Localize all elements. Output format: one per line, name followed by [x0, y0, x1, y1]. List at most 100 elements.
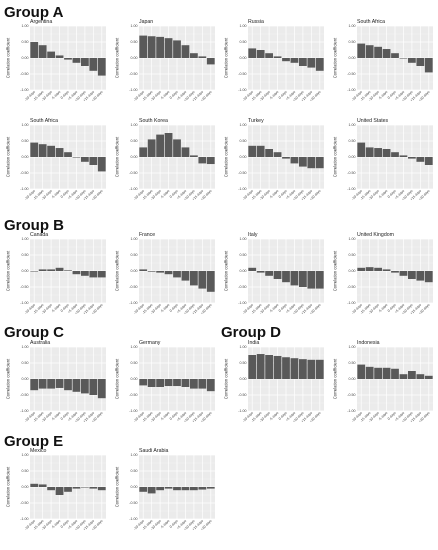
y-tick-label: 1.00 [349, 24, 356, 28]
group-d-label: Group D [221, 324, 281, 341]
bar [273, 355, 282, 379]
bar [89, 58, 98, 71]
x-tick-label: -5 days [160, 303, 171, 314]
bar [282, 271, 290, 283]
chart-panel: France-1.00-0.500.000.501.00-20 days-15 … [115, 232, 215, 316]
x-tick-label: -5 days [269, 90, 280, 101]
bar [30, 483, 39, 487]
y-tick-label: -0.50 [129, 393, 137, 397]
bar [357, 364, 366, 379]
bar [290, 157, 299, 164]
bar [164, 487, 173, 489]
y-tick-label: 0.00 [240, 56, 247, 60]
y-axis-label: Correlation coefficient [224, 37, 229, 78]
bar [38, 45, 47, 58]
panel-title: United States [357, 118, 389, 124]
bar [424, 157, 433, 165]
y-tick-label: 0.50 [349, 40, 356, 44]
bar [365, 267, 374, 271]
y-tick-label: 1.00 [240, 345, 247, 349]
y-tick-label: 0.50 [349, 139, 356, 143]
x-tick-label: -5 days [269, 303, 280, 314]
bar [164, 271, 173, 275]
x-tick-label: 0 days [169, 519, 179, 529]
bar [64, 379, 72, 391]
x-tick-label: 0 days [60, 189, 70, 199]
bar [424, 271, 433, 283]
chart-panel: South Korea-1.00-0.500.000.501.00-20 day… [115, 118, 215, 202]
y-tick-label: -0.50 [129, 72, 137, 76]
bar [256, 50, 265, 58]
bar [408, 58, 416, 63]
chart-panel: United Kingdom-1.00-0.500.000.501.00-20 … [333, 232, 433, 316]
bar [299, 359, 307, 379]
group-b-label: Group B [4, 217, 64, 234]
x-tick-label: -5 days [160, 90, 171, 101]
bar [382, 49, 391, 58]
bar [365, 45, 374, 58]
bar [391, 152, 399, 157]
bar [299, 157, 307, 167]
bar [265, 271, 273, 276]
x-tick-label: +5 days [176, 303, 188, 315]
bar [256, 354, 265, 379]
bar [81, 487, 89, 488]
y-tick-label: 0.00 [131, 56, 138, 60]
y-tick-label: 1.00 [22, 345, 29, 349]
x-tick-label: 0 days [278, 189, 288, 199]
bar [391, 368, 399, 379]
bar [290, 358, 299, 379]
x-tick-label: -5 days [51, 303, 62, 314]
bar [382, 367, 391, 379]
bar [156, 36, 164, 58]
y-tick-label: 0.00 [349, 269, 356, 273]
bar [38, 144, 47, 157]
y-tick-label: -1.00 [347, 301, 355, 305]
bar [416, 157, 425, 162]
bar [365, 366, 374, 379]
bar [374, 46, 382, 58]
bar [173, 139, 181, 157]
x-tick-label: 0 days [387, 189, 397, 199]
x-tick-label: 0 days [387, 303, 397, 313]
bar [97, 157, 106, 172]
bar [315, 157, 324, 169]
x-tick-label: +5 days [67, 411, 79, 423]
bar [47, 487, 55, 491]
bar [391, 271, 399, 273]
bar [282, 58, 290, 62]
y-tick-label: 0.00 [240, 377, 247, 381]
x-tick-label: 0 days [387, 411, 397, 421]
x-tick-label: 0 days [169, 411, 179, 421]
bar [424, 375, 433, 379]
panel-title: Australia [30, 340, 50, 346]
bar [181, 45, 190, 58]
panel-title: Saudi Arabia [139, 448, 169, 454]
bar [156, 134, 164, 157]
bar [399, 271, 408, 276]
x-tick-label: -5 days [51, 519, 62, 530]
bar [290, 58, 299, 63]
x-tick-label: +5 days [285, 189, 297, 201]
x-tick-label: +5 days [176, 90, 188, 102]
y-axis-label: Correlation coefficient [6, 136, 11, 177]
y-tick-label: 1.00 [240, 123, 247, 127]
y-tick-label: 1.00 [22, 453, 29, 457]
x-tick-label: -5 days [51, 90, 62, 101]
panel-title: Russia [248, 19, 264, 25]
bar [190, 155, 198, 157]
y-tick-label: 0.50 [240, 40, 247, 44]
y-tick-label: 0.50 [349, 361, 356, 365]
panels-layer: Argentina-1.00-0.500.000.501.00-20 days-… [6, 19, 433, 532]
bar [256, 271, 265, 273]
y-axis-label: Correlation coefficient [333, 37, 338, 78]
bar [307, 271, 316, 289]
y-tick-label: 0.00 [22, 155, 29, 159]
y-tick-label: -1.00 [20, 409, 28, 413]
x-tick-label: 0 days [60, 303, 70, 313]
y-tick-label: 0.00 [22, 485, 29, 489]
bar [47, 145, 55, 157]
bar [198, 56, 207, 58]
bar [190, 53, 198, 58]
